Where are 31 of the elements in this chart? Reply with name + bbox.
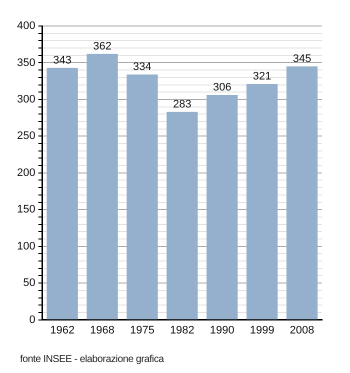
- bar: [86, 54, 118, 320]
- y-tick-label: 250: [16, 130, 36, 142]
- x-tick-label: 1962: [50, 324, 75, 336]
- bar: [286, 66, 318, 320]
- y-tick-label: 150: [16, 204, 36, 216]
- data-label: 334: [133, 61, 152, 74]
- data-label: 306: [212, 82, 232, 94]
- y-tick-label: 350: [16, 56, 36, 69]
- y-tick-label: 300: [16, 93, 36, 106]
- x-tick-label: 1990: [210, 324, 234, 336]
- source-note: fonte INSEE - elaborazione grafica: [20, 354, 164, 365]
- y-tick-label: 200: [16, 166, 36, 179]
- y-tick-label: 100: [16, 240, 36, 252]
- data-label: 362: [93, 40, 112, 52]
- x-tick-label: 1968: [90, 324, 115, 336]
- y-tick-label: 0: [29, 314, 36, 326]
- data-label: 321: [252, 70, 272, 83]
- x-tick-label: 1982: [170, 324, 194, 336]
- data-label: 345: [292, 52, 312, 65]
- y-tick-label: 50: [23, 277, 36, 290]
- bar: [126, 74, 158, 320]
- bar: [206, 95, 238, 320]
- data-label: 283: [172, 98, 192, 110]
- y-tick-label: 400: [16, 20, 36, 32]
- x-tick-label: 2008: [290, 324, 314, 336]
- x-tick-label: 1999: [250, 324, 274, 336]
- x-tick-label: 1975: [130, 324, 154, 336]
- data-label: 343: [53, 54, 72, 66]
- bar: [246, 84, 278, 320]
- bar: [46, 68, 78, 320]
- bar: [166, 112, 198, 320]
